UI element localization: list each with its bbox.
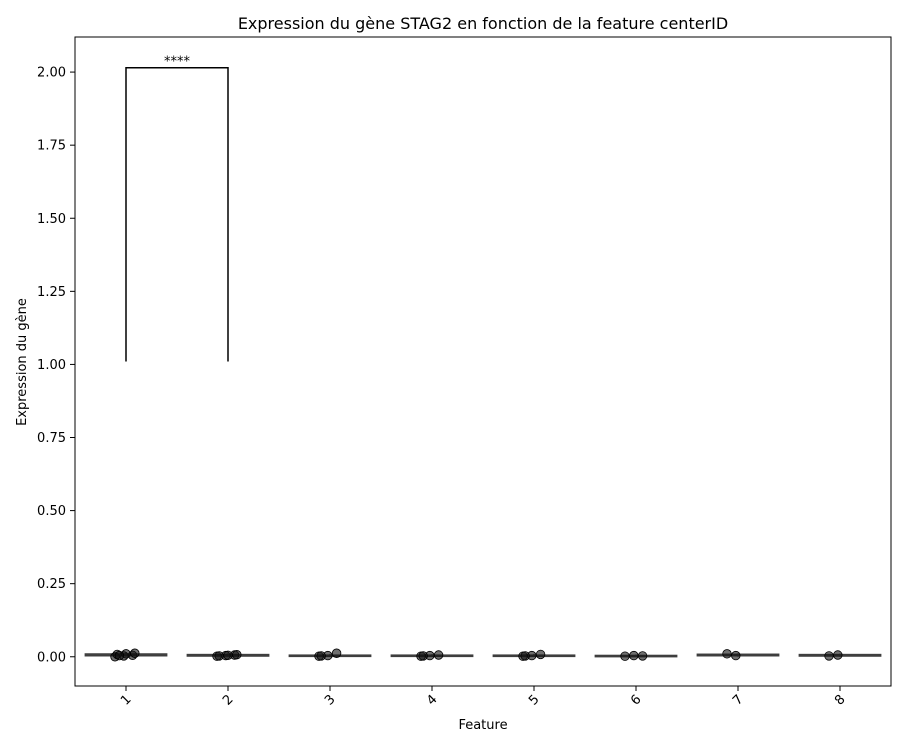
data-point (629, 650, 639, 661)
y-tick-label: 1.75 (37, 139, 66, 154)
x-tick-label: 6 (628, 692, 644, 708)
y-tick-label: 0.00 (37, 650, 66, 665)
x-tick-label: 7 (730, 692, 746, 708)
box-group (696, 649, 780, 661)
data-point (114, 650, 125, 661)
x-axis-label: Feature (458, 718, 507, 733)
y-tick-label: 0.75 (37, 431, 66, 446)
y-tick-label: 0.25 (37, 577, 66, 592)
data-point (316, 651, 326, 661)
data-point (722, 649, 732, 659)
data-point (520, 651, 530, 661)
x-tick-label: 4 (424, 692, 440, 708)
box-group (492, 649, 576, 661)
y-tick-label: 1.00 (37, 358, 66, 373)
data-point (833, 650, 843, 660)
x-tick-label: 3 (322, 692, 338, 708)
box-group (84, 648, 168, 662)
y-axis-label: Expression du gène (15, 298, 30, 426)
data-point (637, 651, 648, 661)
chart-title: Expression du gène STAG2 en fonction de … (238, 14, 728, 33)
y-tick-label: 1.25 (37, 285, 66, 300)
x-tick-label: 1 (118, 692, 134, 708)
y-tick-label: 2.00 (37, 66, 66, 81)
data-point (418, 651, 428, 661)
data-point (731, 650, 741, 661)
plot-frame (74, 36, 892, 687)
data-point (535, 649, 546, 660)
data-point (214, 651, 224, 661)
x-tick-label: 2 (220, 692, 236, 708)
data-point (620, 651, 630, 661)
significance-label: **** (164, 55, 191, 70)
box-group (186, 650, 270, 661)
data-point (232, 650, 242, 660)
data-point (223, 650, 233, 661)
data-point (331, 648, 342, 658)
box-group (594, 650, 678, 661)
data-point (824, 651, 834, 661)
y-tick-label: 1.50 (37, 212, 66, 227)
data-point (433, 650, 444, 660)
box-group (798, 650, 882, 661)
x-tick-label: 8 (832, 692, 848, 708)
significance-bracket (125, 66, 229, 362)
box-group (390, 650, 474, 661)
data-point (130, 648, 140, 658)
y-tick-label: 0.50 (37, 504, 66, 519)
box-group (288, 648, 372, 661)
x-tick-label: 5 (526, 692, 542, 708)
